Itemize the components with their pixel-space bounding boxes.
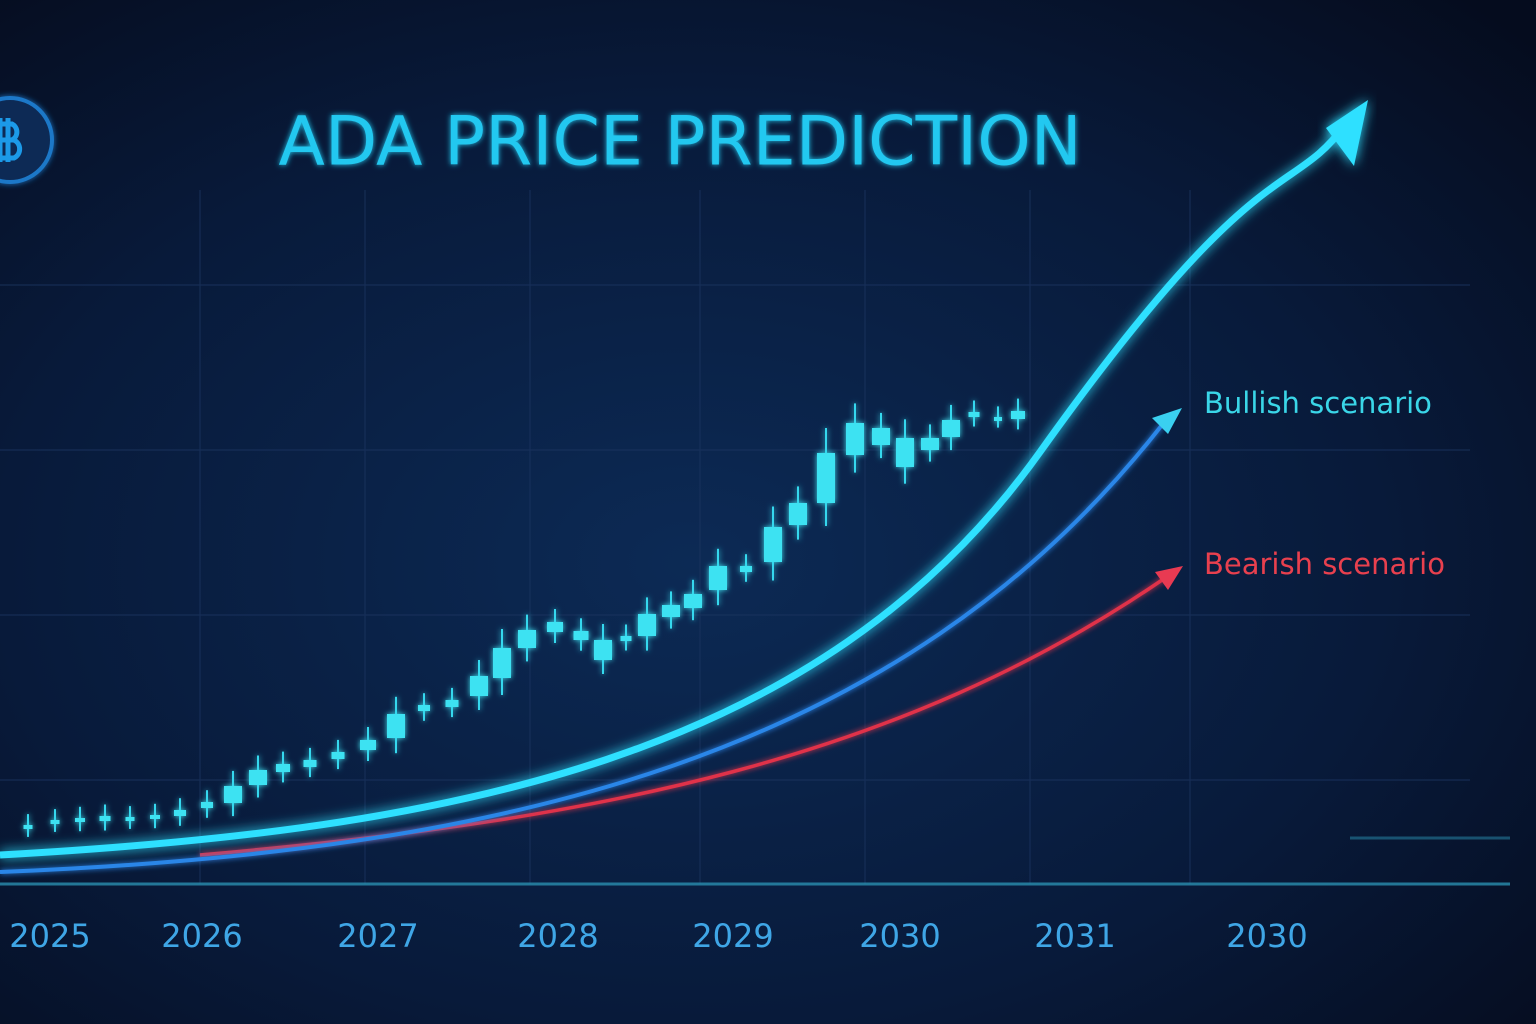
candle-body [764,527,782,562]
x-label: 2027 [337,917,418,955]
coin-icon [0,96,54,184]
candle-body [620,636,632,641]
bearish-label: Bearish scenario [1204,547,1445,581]
candle-body [418,705,430,711]
title: ADA PRICE PREDICTION [278,103,1081,182]
candle-body [99,816,111,821]
candle-body [360,740,376,750]
main-trend-curve [0,122,1348,859]
candle-body [789,503,807,525]
grid [0,190,1470,884]
candle-body [594,640,612,660]
candle-body [846,423,864,455]
candle-body [573,631,589,640]
candle-body [896,438,914,467]
candle-body [662,605,680,617]
x-label: 2031 [1034,917,1115,955]
candle-body [740,566,752,572]
candle-body [445,700,459,707]
candle-body [493,648,511,678]
candle-body [150,815,160,819]
candle-body [75,818,85,822]
bullish-arrowhead [1152,408,1182,434]
x-label: 2025 [9,917,90,955]
candlesticks [23,398,1025,837]
bearish-arrowhead [1155,566,1183,590]
candle-body [50,820,60,824]
candle-body [684,594,702,608]
main-arrowhead [1326,100,1368,166]
x-label: 2026 [161,917,242,955]
candle-body [125,817,135,821]
candle-body [994,417,1002,421]
candle-body [638,614,656,636]
candle-body [387,714,405,738]
candle-body [817,453,835,503]
candle-body [23,825,33,829]
candle-body [224,786,242,803]
candle-body [921,438,939,450]
x-label: 2030 [1226,917,1307,955]
candle-body [942,420,960,437]
candle-body [709,566,727,590]
bullish-label: Bullish scenario [1204,386,1432,420]
x-label: 2029 [692,917,773,955]
candle-body [174,810,186,816]
x-label: 2030 [859,917,940,955]
bullish-curve [0,423,1164,874]
candle-body [872,428,890,445]
x-label: 2028 [517,917,598,955]
x-axis-labels: 2025 2026 2027 2028 2029 2030 2031 2030 [9,917,1307,955]
candle-body [518,630,536,648]
candle-body [547,622,563,632]
candle-body [331,752,345,759]
candle-body [968,412,980,417]
candle-body [249,770,267,785]
candle-body [276,764,290,772]
candle-body [470,676,488,696]
candle-body [201,802,213,808]
candle-body [1011,411,1025,419]
candle-body [303,760,317,767]
